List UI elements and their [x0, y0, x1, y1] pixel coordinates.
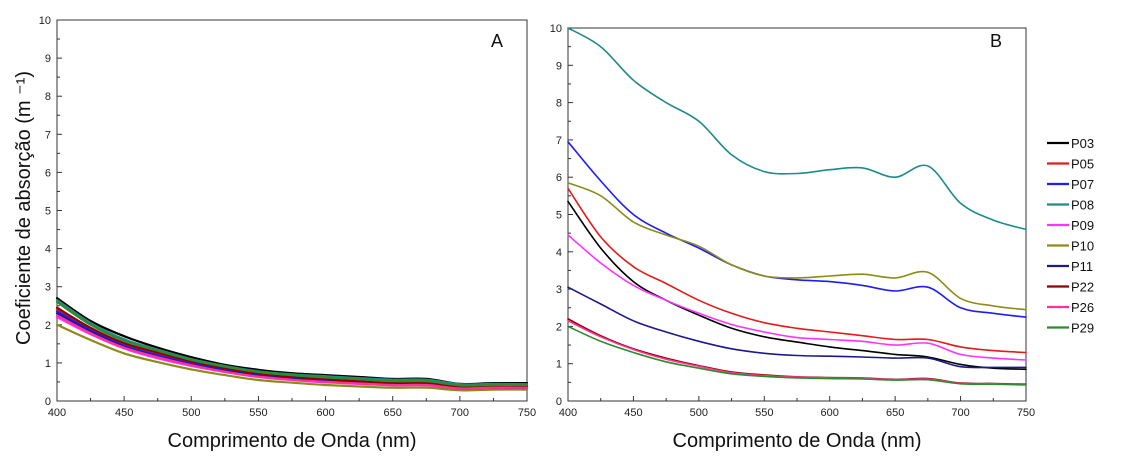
x-tick-label: 550 [249, 407, 267, 419]
y-tick-label: 2 [556, 321, 562, 333]
panel-label: B [990, 31, 1002, 51]
series-line-p11 [567, 286, 1027, 369]
x-tick-label: 750 [518, 407, 536, 419]
y-tick-label: 5 [45, 206, 51, 218]
legend-label-p07: P07 [1071, 177, 1094, 192]
series-line-p29 [567, 325, 1027, 386]
x-tick-label: 650 [886, 407, 904, 419]
legend-label-p03: P03 [1071, 136, 1094, 151]
chart-legend: P03 P05 P07 P08 P09 P10 P11 P22 P26 P29 [1047, 136, 1094, 336]
series-line-p08 [567, 27, 1027, 231]
x-axis-label: Comprimento de Onda (nm) [673, 430, 922, 452]
legend-label-p29: P29 [1071, 321, 1094, 336]
series-line-p10 [55, 323, 529, 392]
y-tick-label: 5 [556, 210, 562, 222]
series-line-p03 [567, 200, 1027, 371]
series-line-p05 [567, 187, 1027, 354]
x-axis-label: Comprimento de Onda (nm) [168, 430, 417, 452]
y-tick-label: 4 [45, 244, 51, 256]
x-tick-label: 500 [182, 407, 200, 419]
legend-label-p26: P26 [1071, 300, 1094, 315]
y-tick-label: 10 [550, 23, 562, 35]
y-tick-label: 7 [556, 135, 562, 147]
y-tick-label: 8 [556, 98, 562, 110]
legend-label-p05: P05 [1071, 157, 1094, 172]
y-tick-label: 9 [556, 60, 562, 72]
x-tick-label: 400 [559, 407, 577, 419]
series-line-p22 [55, 306, 529, 389]
y-tick-label: 9 [45, 53, 51, 65]
series-line-p29 [55, 300, 529, 387]
series-line-p09 [567, 234, 1027, 361]
y-tick-label: 6 [45, 167, 51, 179]
x-tick-label: 700 [951, 407, 969, 419]
legend-label-p09: P09 [1071, 218, 1094, 233]
y-axis-label: Coeficiente de absorção (m ⁻¹) [13, 71, 35, 345]
chart-panel-a: 0 1 2 3 4 5 6 7 8 9 10 400 450 500 550 600 650 700 750 Comp… [39, 15, 536, 452]
series-line-p26 [55, 314, 529, 390]
y-tick-label: 3 [45, 282, 51, 294]
legend-label-p10: P10 [1071, 239, 1094, 254]
x-tick-label: 600 [821, 407, 839, 419]
y-tick-label: 0 [556, 396, 562, 408]
series-line-p07 [567, 141, 1027, 318]
x-tick-label: 650 [384, 407, 402, 419]
x-tick-label: 400 [48, 407, 66, 419]
y-tick-label: 0 [45, 396, 51, 408]
x-tick-label: 700 [451, 407, 469, 419]
y-tick-label: 1 [45, 358, 51, 370]
y-tick-label: 10 [39, 15, 51, 27]
legend-label-p11: P11 [1071, 259, 1093, 274]
x-tick-label: 450 [624, 407, 642, 419]
x-tick-label: 550 [755, 407, 773, 419]
panel-label: A [491, 31, 503, 51]
series-line-p10 [567, 182, 1027, 311]
x-tick-label: 600 [316, 407, 334, 419]
y-tick-label: 7 [45, 129, 51, 141]
plot-frame [567, 27, 1027, 402]
x-tick-label: 450 [115, 407, 133, 419]
y-tick-label: 8 [45, 91, 51, 103]
y-tick-label: 4 [556, 247, 562, 259]
legend-label-p08: P08 [1071, 198, 1094, 213]
legend-label-p22: P22 [1071, 280, 1094, 295]
chart-panel-b: 0 1 2 3 4 5 6 7 8 9 10 400 450 500 550 600 650 700 750 Comp… [550, 23, 1035, 452]
y-tick-label: 3 [556, 284, 562, 296]
y-tick-label: 6 [556, 172, 562, 184]
x-tick-label: 750 [1017, 407, 1035, 419]
y-tick-label: 1 [556, 359, 562, 371]
x-tick-label: 500 [690, 407, 708, 419]
y-tick-label: 2 [45, 320, 51, 332]
